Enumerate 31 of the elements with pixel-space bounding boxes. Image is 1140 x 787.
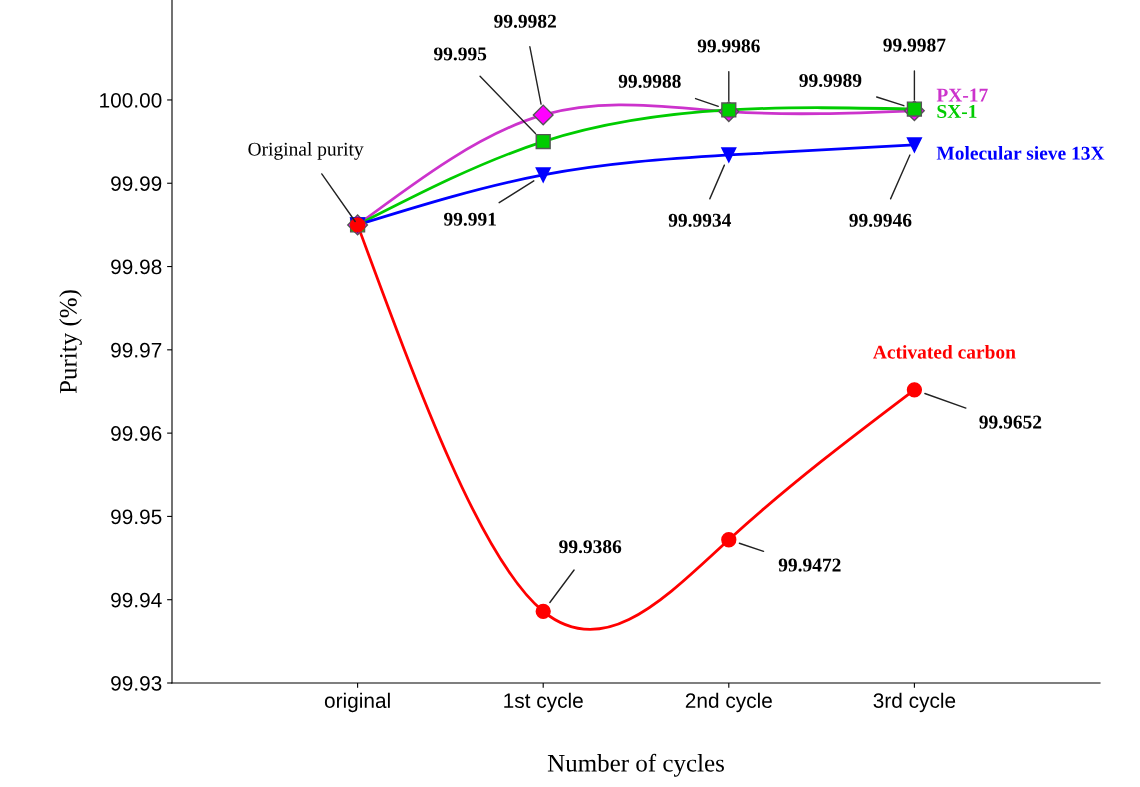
series-label: PX-17 xyxy=(936,88,988,102)
data-label: 99.9472 xyxy=(778,558,841,572)
annotation: Original purity xyxy=(248,142,364,160)
x-axis-title: Number of cycles xyxy=(547,753,724,777)
data-label: 99.9946 xyxy=(849,213,912,227)
y-tick-label: 99.96 xyxy=(111,426,162,441)
y-axis-title: Purity (%) xyxy=(59,290,82,394)
y-tick-label: 99.94 xyxy=(111,592,162,608)
y-tick-label: 99.99 xyxy=(111,176,162,191)
y-tick-label: 99.98 xyxy=(111,259,162,275)
data-label: 99.9986 xyxy=(697,39,760,53)
data-label: 99.995 xyxy=(434,47,487,61)
data-label: 99.9934 xyxy=(668,213,732,227)
y-tick-label: 99.97 xyxy=(111,342,162,358)
data-label: 99.9988 xyxy=(618,74,681,88)
data-label: 99.9987 xyxy=(883,38,946,52)
data-label: 99.9652 xyxy=(979,415,1042,429)
text: Activated carbon xyxy=(873,344,1016,359)
series-label: SX-1 xyxy=(937,104,977,118)
x-tick-label: 2nd cycle xyxy=(685,692,772,713)
y-tick-label: 99.95 xyxy=(111,509,162,525)
x-tick-label: 3rd cycle xyxy=(873,692,956,713)
x-tick-label: original xyxy=(324,692,390,713)
data-label: 99.991 xyxy=(444,212,496,226)
data-label: 99.9386 xyxy=(559,540,622,554)
data-label: 99.9989 xyxy=(799,73,862,88)
y-tick-label: 100.00 xyxy=(100,92,162,108)
data-label: 99.9982 xyxy=(494,14,556,28)
x-tick-label: 1st cycle xyxy=(504,692,583,713)
series-label: Molecular sieve 13X xyxy=(936,146,1105,160)
y-tick-label: 99.93 xyxy=(111,676,162,691)
